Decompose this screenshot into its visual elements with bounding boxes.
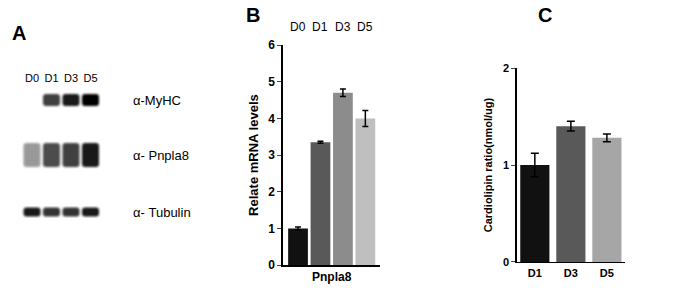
svg-text:D1: D1 [312, 20, 328, 34]
svg-text:0: 0 [268, 258, 275, 272]
svg-text:D5: D5 [600, 267, 614, 279]
svg-text:Pnpla8: Pnpla8 [312, 270, 352, 284]
svg-text:D5: D5 [357, 20, 373, 34]
svg-text:Cardiolipin ratio(nmol/ug): Cardiolipin ratio(nmol/ug) [482, 97, 494, 232]
svg-text:6: 6 [268, 38, 275, 52]
svg-text:D3: D3 [564, 267, 578, 279]
svg-text:D0: D0 [25, 72, 39, 84]
svg-text:A: A [12, 22, 26, 44]
svg-text:5: 5 [268, 75, 275, 89]
svg-text:D3: D3 [64, 72, 78, 84]
svg-text:D3: D3 [335, 20, 351, 34]
svg-text:D0: D0 [290, 20, 306, 34]
svg-text:0: 0 [503, 256, 509, 268]
svg-text:Relate mRNA levels: Relate mRNA levels [247, 94, 262, 216]
svg-text:α- Pnpla8: α- Pnpla8 [133, 148, 189, 163]
svg-text:D1: D1 [44, 72, 58, 84]
svg-text:1: 1 [268, 222, 275, 236]
svg-text:α- Tubulin: α- Tubulin [133, 205, 191, 220]
svg-text:B: B [246, 4, 260, 26]
svg-text:D1: D1 [528, 267, 542, 279]
svg-text:C: C [538, 4, 552, 26]
svg-text:4: 4 [268, 112, 275, 126]
svg-text:3: 3 [268, 148, 275, 162]
svg-text:D5: D5 [83, 72, 97, 84]
svg-text:2: 2 [268, 185, 275, 199]
svg-text:α-MyHC: α-MyHC [133, 93, 181, 108]
svg-text:1: 1 [503, 159, 509, 171]
svg-text:2: 2 [503, 62, 509, 74]
